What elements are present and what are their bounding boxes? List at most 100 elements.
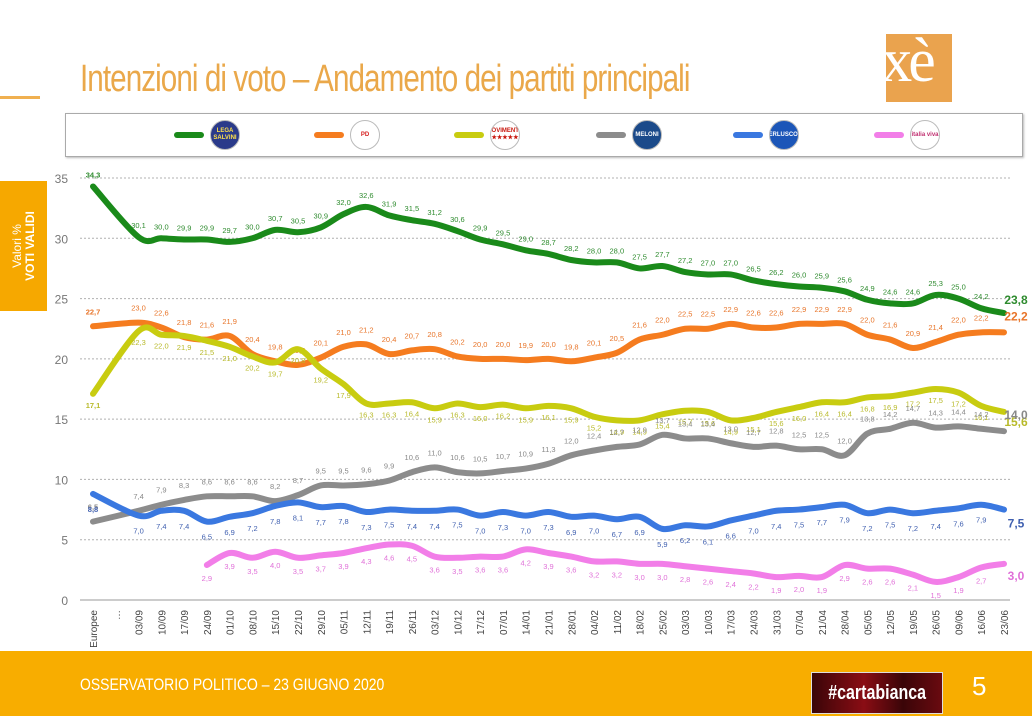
data-label: 21,2 — [359, 325, 374, 334]
data-label: 21,0 — [222, 354, 237, 363]
data-label: 14,3 — [928, 409, 943, 418]
data-label: 7,4 — [429, 522, 439, 531]
data-label: 7,0 — [521, 527, 531, 536]
data-label: 3,5 — [247, 567, 257, 576]
data-label: 15,6 — [1004, 415, 1028, 429]
data-label: 6,9 — [566, 528, 576, 537]
data-label: 14,9 — [632, 427, 647, 436]
y-tick-label: 10 — [55, 473, 69, 487]
logo-box — [886, 34, 952, 102]
data-label: 22,6 — [746, 309, 761, 318]
data-label: 15,2 — [587, 424, 602, 433]
x-tick-label: 03/03 — [681, 610, 692, 635]
x-tick-label: 05/05 — [863, 610, 874, 635]
data-label: 22,0 — [154, 342, 169, 351]
data-label: 16,0 — [473, 414, 488, 423]
legend-swatch — [454, 132, 484, 138]
data-label: 20,9 — [906, 329, 921, 338]
data-label: 22,6 — [154, 309, 169, 318]
data-label: 7,5 — [885, 521, 895, 530]
data-label: 14,9 — [610, 427, 625, 436]
x-tick-label: 12/05 — [886, 610, 897, 635]
x-tick-label: 17/09 — [180, 610, 191, 635]
data-label: 16,1 — [541, 413, 556, 422]
data-label: 15,6 — [769, 419, 784, 428]
data-label: 3,5 — [293, 567, 303, 576]
data-label: 20,0 — [496, 340, 511, 349]
x-tick-label: 23/06 — [1000, 610, 1011, 635]
data-label: 26,5 — [746, 264, 761, 273]
data-label: 15,9 — [564, 415, 579, 424]
data-label: 7,5 — [384, 521, 394, 530]
x-tick-label: 24/09 — [203, 610, 214, 635]
data-label: 15,4 — [655, 421, 670, 430]
data-label: 7,4 — [407, 522, 417, 531]
data-label: 11,0 — [428, 448, 442, 457]
data-label: 12,4 — [587, 431, 602, 440]
data-label: 15,9 — [427, 415, 442, 424]
data-label: 7,4 — [156, 522, 166, 531]
data-label: 9,5 — [338, 466, 348, 475]
data-label: 8,8 — [88, 505, 98, 514]
data-label: 19,2 — [313, 376, 328, 385]
data-label: 16,0 — [792, 414, 807, 423]
data-label: 10,9 — [518, 450, 533, 459]
data-label: 9,6 — [361, 465, 371, 474]
data-label: 17,1 — [86, 401, 101, 410]
data-label: 20,4 — [245, 335, 260, 344]
x-tick-label: 10/03 — [704, 610, 715, 635]
data-label: 28,7 — [541, 238, 556, 247]
data-label: 6,9 — [634, 528, 644, 537]
data-label: 22,5 — [678, 310, 693, 319]
data-label: 25,9 — [814, 272, 829, 281]
x-tick-label: 26/05 — [932, 610, 943, 635]
data-label: 29,9 — [177, 223, 192, 232]
data-label: 17,2 — [951, 400, 966, 409]
data-label: 29,9 — [200, 223, 215, 232]
party-logo-icon: BERLUSCONI — [769, 120, 799, 150]
data-label: 19,8 — [268, 342, 283, 351]
x-tick-label: 03/09 — [135, 610, 146, 635]
data-label: 26,2 — [769, 268, 784, 277]
chart-legend: LEGA SALVINI PD MOVIMENTO ★★★★★ MELONI BERLU… — [65, 113, 1023, 157]
x-tick-label: 07/04 — [795, 610, 806, 635]
data-label: 16,3 — [359, 410, 374, 419]
data-label: 1,9 — [817, 586, 827, 595]
data-label: 24,9 — [860, 284, 875, 293]
x-tick-label: 01/10 — [226, 610, 237, 635]
data-label: 2,0 — [794, 585, 804, 594]
data-label: 26,0 — [792, 271, 807, 280]
x-tick-label: 19/05 — [909, 610, 920, 635]
data-label: 21,6 — [632, 321, 647, 330]
data-label: 7,3 — [498, 523, 508, 532]
data-label: 7,2 — [247, 524, 257, 533]
data-label: 16,4 — [814, 409, 829, 418]
legend-item: MELONI — [596, 120, 662, 150]
data-label: 2,8 — [680, 575, 690, 584]
x-tick-label: 03/12 — [431, 610, 442, 635]
x-tick-label: 29/10 — [317, 610, 328, 635]
data-label: 30,0 — [245, 222, 260, 231]
data-label: 16,3 — [450, 410, 465, 419]
data-label: 7,0 — [748, 527, 758, 536]
data-label: 7,0 — [133, 527, 143, 536]
data-label: 3,6 — [498, 566, 508, 575]
data-label: 4,2 — [521, 558, 531, 567]
data-label: 11,3 — [541, 445, 555, 454]
x-tick-label: 08/10 — [248, 610, 259, 635]
axis-label-tab: Valori % VOTI VALIDI — [0, 181, 47, 311]
x-tick-label: 10/09 — [157, 610, 168, 635]
data-label: 7,7 — [817, 518, 827, 527]
legend-swatch — [314, 132, 344, 138]
data-label: 2,9 — [839, 574, 849, 583]
data-label: 6,9 — [224, 528, 234, 537]
y-tick-label: 15 — [55, 413, 69, 427]
x-tick-label: 28/04 — [841, 610, 852, 635]
data-label: 10,5 — [473, 454, 488, 463]
data-label: 12,5 — [792, 430, 807, 439]
data-label: 22,9 — [792, 305, 807, 314]
data-label: 29,5 — [496, 228, 511, 237]
data-label: 21,6 — [200, 321, 215, 330]
line-chart: 0 5 10 15 20 25 30 35 Europee … 03/09 10/09 17/09 24/… — [55, 170, 1028, 647]
data-label: 3,9 — [338, 562, 348, 571]
